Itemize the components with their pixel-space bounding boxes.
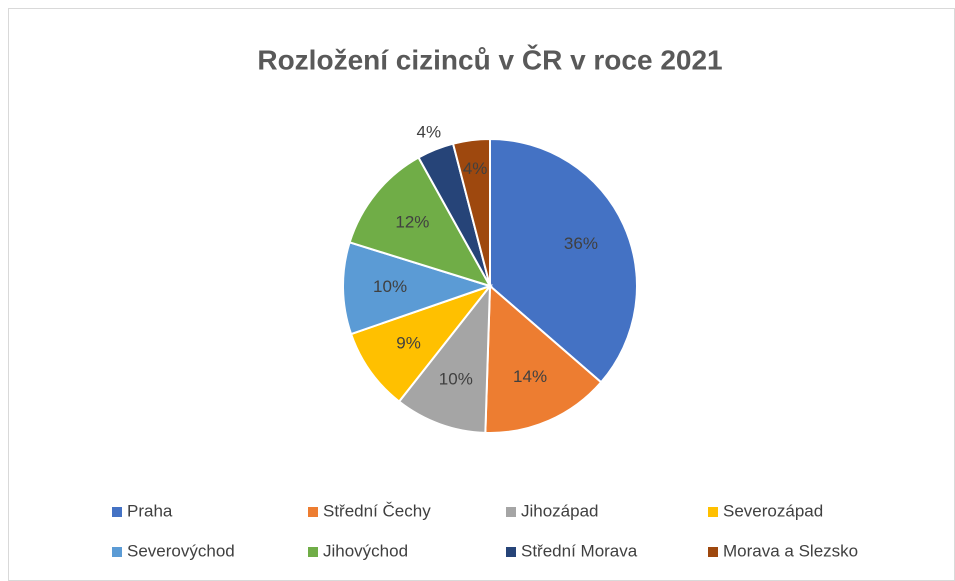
pie-slice — [489, 137, 638, 384]
data-label: 14% — [513, 367, 547, 386]
legend-label: Severozápad — [723, 501, 823, 520]
data-label: 9% — [396, 333, 421, 352]
data-label: 12% — [395, 212, 429, 231]
pie-slice — [451, 137, 491, 287]
chart-title: Rozložení cizinců v ČR v roce 2021 — [257, 43, 722, 75]
legend-label: Střední Morava — [521, 541, 638, 560]
pie-slice — [348, 156, 493, 288]
data-label: 10% — [439, 369, 473, 388]
legend-swatch — [708, 507, 718, 517]
legend-swatch — [112, 547, 122, 557]
legend-swatch — [308, 507, 318, 517]
data-label: 10% — [373, 277, 407, 296]
legend-label: Jihozápad — [521, 501, 599, 520]
legend-swatch — [308, 547, 318, 557]
legend-swatch — [708, 547, 718, 557]
legend-label: Jihovýchod — [323, 541, 408, 560]
legend-label: Severovýchod — [127, 541, 235, 560]
data-label: 4% — [463, 159, 488, 178]
pie-slice — [349, 283, 493, 403]
legend-swatch — [112, 507, 122, 517]
legend-swatch — [506, 507, 516, 517]
legend-swatch — [506, 547, 516, 557]
pie-slice — [397, 282, 492, 434]
legend-label: Praha — [127, 501, 173, 520]
pie-slice — [342, 241, 494, 336]
legend-label: Střední Čechy — [323, 501, 431, 520]
data-label: 36% — [564, 234, 598, 253]
legend-label: Morava a Slezsko — [723, 541, 858, 560]
pie-slice — [484, 283, 603, 434]
data-label: 4% — [417, 123, 442, 142]
